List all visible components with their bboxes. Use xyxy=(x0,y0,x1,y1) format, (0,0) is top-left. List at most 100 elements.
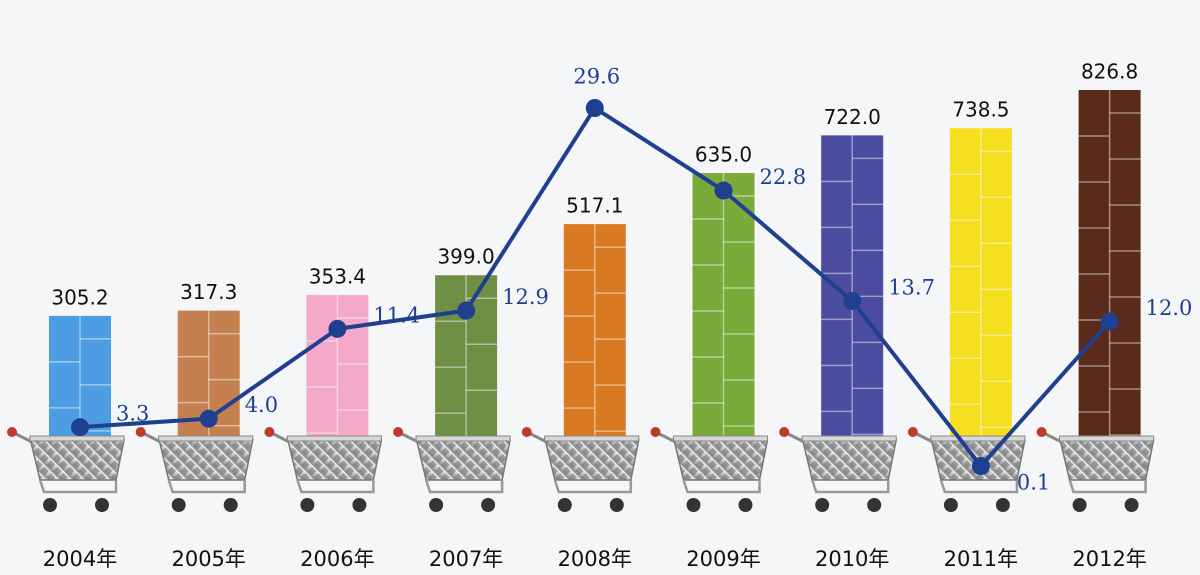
line-point xyxy=(71,418,89,437)
bar xyxy=(821,135,884,448)
cart-frame xyxy=(939,479,1019,494)
cart-knob xyxy=(264,427,275,437)
bar xyxy=(1078,90,1141,448)
cart-frame xyxy=(811,479,890,494)
bar-value-label: 826.8 xyxy=(1081,60,1138,84)
cart-frame xyxy=(296,479,375,494)
x-tick-label: 2005年 xyxy=(171,547,245,571)
cart-rim xyxy=(544,435,640,442)
cart-rim xyxy=(930,435,1026,442)
cart-knob xyxy=(1036,427,1047,437)
bar-value-label: 722.0 xyxy=(824,105,881,129)
bar-value-label: 399.0 xyxy=(437,245,494,269)
cart xyxy=(135,427,254,512)
cart xyxy=(521,427,640,512)
cart-wheel xyxy=(1124,498,1139,512)
cart-frame xyxy=(682,479,761,494)
x-tick-label: 2008年 xyxy=(558,547,632,571)
cart-wheel xyxy=(815,498,830,512)
cart xyxy=(1036,427,1155,512)
cart-frame xyxy=(553,479,633,494)
cart-basket xyxy=(29,437,125,481)
cart-rim xyxy=(415,435,511,442)
line-point xyxy=(585,99,604,117)
cart xyxy=(7,427,125,512)
cart-basket xyxy=(1058,437,1155,481)
line-value-label: 4.0 xyxy=(245,393,278,417)
cart xyxy=(393,427,512,512)
line-point xyxy=(843,291,862,310)
cart-basket xyxy=(801,437,898,481)
cart xyxy=(650,427,769,512)
cart-knob xyxy=(907,427,918,437)
x-tick-label: 2006年 xyxy=(300,547,374,571)
cart-knob xyxy=(779,427,790,437)
cart-basket xyxy=(286,437,383,481)
cart xyxy=(907,427,1026,512)
cart-rim xyxy=(286,435,382,442)
cart-wheel xyxy=(171,498,186,512)
cart-knob xyxy=(135,427,146,437)
cart-wheel xyxy=(1072,498,1087,512)
cart xyxy=(779,427,898,512)
bar xyxy=(692,173,755,448)
line-layer: 3.3 4.0 11.4 12.9 29.6 22.8 13.7 0.1 12.0 xyxy=(71,65,1192,495)
cart-frame xyxy=(167,479,246,494)
x-tick-label: 2012年 xyxy=(1072,547,1146,571)
cart-wheel xyxy=(686,498,701,512)
line-value-label: 12.9 xyxy=(502,285,549,309)
cart-knob xyxy=(521,427,532,437)
x-tick-label: 2010年 xyxy=(815,547,889,571)
line-value-label: 11.4 xyxy=(373,303,420,327)
cart-wheel xyxy=(943,498,958,512)
cart-wheel xyxy=(352,498,367,512)
line-value-label: 22.8 xyxy=(760,165,807,189)
cart xyxy=(264,427,383,512)
x-tick-label: 2007年 xyxy=(429,547,503,571)
bar-blocks xyxy=(949,128,1012,448)
cart-knob xyxy=(393,427,404,437)
bar-blocks xyxy=(1078,90,1141,448)
cart-knob xyxy=(650,427,661,437)
line-value-label: 0.1 xyxy=(1017,471,1050,495)
bar-value-label: 353.4 xyxy=(309,264,366,288)
cart-wheel xyxy=(609,498,624,512)
line-point xyxy=(328,319,347,338)
cart-wheel xyxy=(95,498,109,512)
bar-value-label: 317.3 xyxy=(180,280,237,304)
cart-basket xyxy=(415,437,512,481)
bar xyxy=(949,128,1012,448)
line-point xyxy=(1100,312,1119,331)
line-point xyxy=(971,457,990,475)
bar xyxy=(563,224,626,448)
x-tick-label: 2004年 xyxy=(43,547,117,571)
cart-wheel xyxy=(995,498,1010,512)
bar-value-label: 517.1 xyxy=(566,194,623,218)
cart-rim xyxy=(1059,435,1155,442)
line-value-label: 3.3 xyxy=(116,402,149,426)
bar-blocks xyxy=(821,135,884,448)
cart-wheel xyxy=(300,498,315,512)
cart-frame xyxy=(424,479,504,494)
cart-rim xyxy=(673,435,768,442)
bar-value-label: 635.0 xyxy=(695,143,752,167)
cart-basket xyxy=(157,437,254,481)
cart-wheel xyxy=(223,498,238,512)
cart-basket xyxy=(672,437,769,481)
cart-wheel xyxy=(867,498,882,512)
line-point xyxy=(457,301,476,320)
bar-value-label: 305.2 xyxy=(51,285,108,309)
line-value-label: 13.7 xyxy=(888,275,935,299)
cart-wheel xyxy=(429,498,444,512)
cart-rim xyxy=(801,435,897,442)
cart-knob xyxy=(7,427,17,437)
cart-rim xyxy=(158,435,254,442)
line-value-label: 29.6 xyxy=(573,65,620,89)
cart-frame xyxy=(38,479,118,494)
bar-blocks xyxy=(563,224,626,448)
cart-wheel xyxy=(481,498,496,512)
bar-value-label: 738.5 xyxy=(952,98,1009,122)
cart-rim xyxy=(29,435,125,442)
cart-wheel xyxy=(43,498,57,512)
